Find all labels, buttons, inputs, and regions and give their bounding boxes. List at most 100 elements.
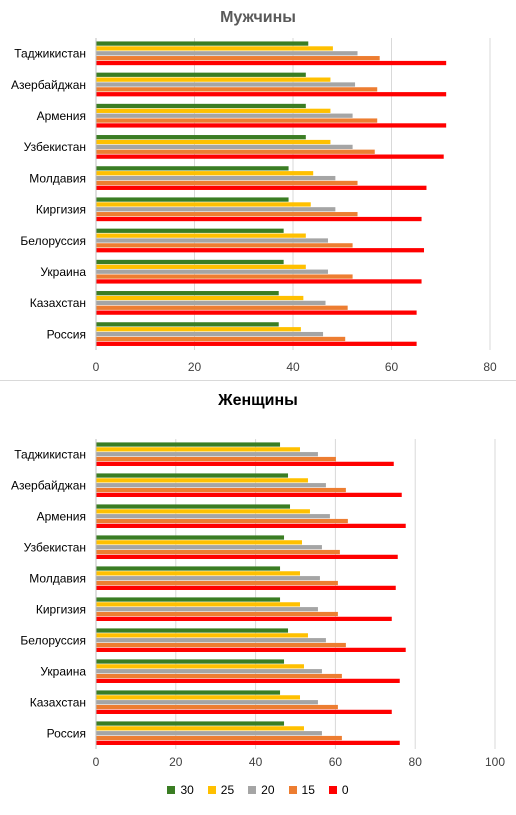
men-bar-series-15 bbox=[96, 336, 346, 342]
women-bar-series-15 bbox=[96, 518, 348, 524]
men-bar-series-20 bbox=[96, 82, 356, 87]
women-bar-series-25 bbox=[96, 695, 300, 700]
men-bar-series-25 bbox=[96, 139, 331, 145]
men-bar-series-25 bbox=[96, 295, 304, 301]
men-category-label: Казахстан bbox=[30, 296, 86, 310]
women-x-tick-label: 60 bbox=[329, 755, 343, 769]
legend-label-0: 0 bbox=[341, 783, 349, 797]
men-category-label: Украина bbox=[40, 265, 86, 279]
women-bar-series-30 bbox=[96, 721, 285, 726]
men-bar-series-15 bbox=[96, 87, 378, 92]
women-bar-series-25 bbox=[96, 726, 304, 731]
men-bar-series-20 bbox=[96, 144, 353, 150]
men-bar-series-15 bbox=[96, 118, 378, 123]
women-bar-series-25 bbox=[96, 478, 308, 483]
men-bar-series-30 bbox=[96, 322, 279, 327]
men-bar-series-15 bbox=[96, 149, 375, 154]
men-bar-series-0 bbox=[96, 341, 417, 346]
legend-label-25: 25 bbox=[220, 783, 235, 797]
women-bar-series-30 bbox=[96, 690, 281, 695]
women-bar-series-15 bbox=[96, 611, 338, 617]
women-category-label: Таджикистан bbox=[14, 448, 86, 462]
women-bar-series-20 bbox=[96, 607, 318, 612]
men-bar-series-25 bbox=[96, 77, 331, 82]
men-bar-series-30 bbox=[96, 72, 306, 77]
legend-swatch-15 bbox=[288, 786, 297, 794]
men-bar-series-0 bbox=[96, 185, 427, 190]
men-chart-svg: 0 20 40 60 80 Таджикистан Азербайджан Армения Уз… bbox=[11, 38, 497, 374]
men-bar-series-30 bbox=[96, 103, 306, 109]
legend-item-20: 20 bbox=[248, 783, 275, 797]
women-bar-series-25 bbox=[96, 633, 308, 638]
women-bar-series-20 bbox=[96, 700, 318, 705]
legend-swatch-20 bbox=[248, 786, 257, 794]
men-x-tick-label: 80 bbox=[483, 360, 497, 374]
women-category-label: Украина bbox=[40, 665, 86, 679]
legend-swatch-0 bbox=[328, 786, 337, 794]
women-bar-series-25 bbox=[96, 571, 300, 576]
men-bar-series-20 bbox=[96, 238, 328, 243]
men-bar-series-30 bbox=[96, 228, 284, 233]
women-bar-series-25 bbox=[96, 509, 310, 514]
men-category-label: Белоруссия bbox=[20, 234, 86, 248]
men-bar-series-25 bbox=[96, 264, 306, 269]
men-bar-series-25 bbox=[96, 46, 333, 51]
men-bar-series-20 bbox=[96, 269, 328, 274]
women-bar-series-30 bbox=[96, 566, 281, 571]
women-x-tick-label: 80 bbox=[409, 755, 423, 769]
men-bar-series-15 bbox=[96, 212, 358, 217]
women-bar-series-0 bbox=[96, 647, 406, 652]
women-x-tick-label: 40 bbox=[249, 755, 263, 769]
men-bar-series-30 bbox=[96, 259, 284, 265]
women-bar-series-25 bbox=[96, 664, 304, 669]
women-x-tick-label: 20 bbox=[169, 755, 183, 769]
legend-label-20: 20 bbox=[261, 783, 275, 797]
men-bar-series-0 bbox=[96, 248, 425, 253]
men-category-label: Армения bbox=[37, 109, 86, 123]
men-bar-series-30 bbox=[96, 135, 306, 140]
men-bar-series-20 bbox=[96, 207, 336, 212]
men-bar-series-15 bbox=[96, 305, 348, 310]
men-bar-series-20 bbox=[96, 51, 358, 56]
men-bar-series-0 bbox=[96, 60, 447, 66]
men-category-label: Молдавия bbox=[29, 171, 86, 185]
women-bar-series-30 bbox=[96, 535, 285, 540]
men-category-label: Узбекистан bbox=[24, 140, 86, 154]
legend-item-15: 15 bbox=[288, 783, 315, 797]
men-bar-series-30 bbox=[96, 41, 309, 46]
men-bar-series-25 bbox=[96, 202, 311, 207]
men-bar-series-20 bbox=[96, 300, 326, 306]
men-x-tick-label: 40 bbox=[286, 360, 300, 374]
women-bar-series-15 bbox=[96, 735, 342, 741]
women-bar-series-15 bbox=[96, 456, 336, 462]
women-x-tick-label: 100 bbox=[485, 755, 505, 769]
women-bar-series-30 bbox=[96, 659, 285, 664]
women-category-label: Киргизия bbox=[36, 603, 86, 617]
women-bar-series-15 bbox=[96, 487, 346, 493]
men-bar-series-0 bbox=[96, 310, 417, 315]
women-bar-series-20 bbox=[96, 638, 326, 643]
women-bar-series-20 bbox=[96, 452, 318, 457]
women-category-label: Армения bbox=[37, 510, 86, 524]
men-bar-series-0 bbox=[96, 154, 444, 159]
men-bar-series-15 bbox=[96, 274, 353, 279]
women-bar-series-0 bbox=[96, 585, 396, 590]
women-bar-series-15 bbox=[96, 549, 340, 555]
women-bar-series-0 bbox=[96, 740, 400, 745]
women-bar-series-0 bbox=[96, 678, 400, 683]
men-x-tick-label: 20 bbox=[188, 360, 202, 374]
women-bar-series-20 bbox=[96, 576, 320, 581]
women-category-label: Азербайджан bbox=[11, 479, 86, 493]
women-chart-panel: 0 20 40 60 80 100 Таджикистан Азербайджан Армени… bbox=[0, 380, 516, 815]
women-bar-series-25 bbox=[96, 540, 302, 545]
women-bar-series-25 bbox=[96, 602, 300, 607]
women-category-label: Узбекистан bbox=[24, 541, 86, 555]
men-bar-series-0 bbox=[96, 123, 447, 128]
women-bar-series-30 bbox=[96, 597, 281, 602]
women-bar-series-20 bbox=[96, 731, 322, 736]
women-category-label: Белоруссия bbox=[20, 634, 86, 648]
women-category-label: Молдавия bbox=[29, 572, 86, 586]
women-bar-series-0 bbox=[96, 492, 402, 497]
men-category-label: Киргизия bbox=[36, 203, 86, 217]
men-bar-series-15 bbox=[96, 56, 380, 61]
